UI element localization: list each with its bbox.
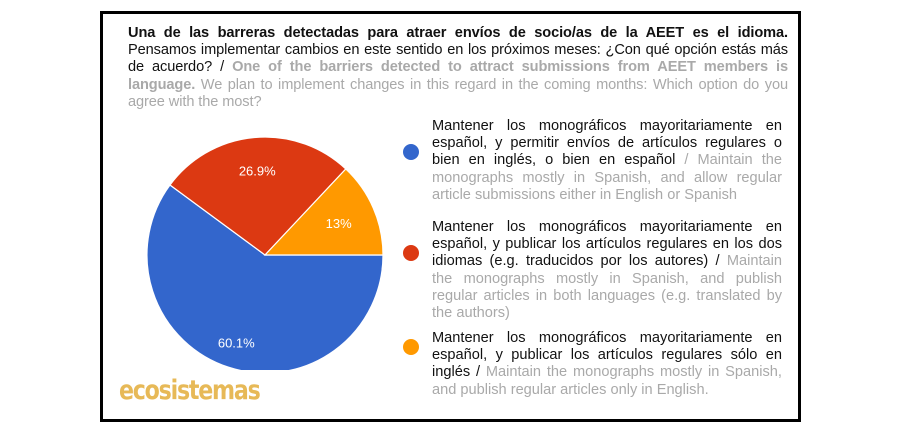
chart-frame: Una de las barreras detectadas para atra… <box>100 11 801 422</box>
legend-label-option-2: Mantener los monográficos mayoritariamen… <box>432 219 782 322</box>
pie-slices <box>146 136 384 370</box>
title-spanish-bold: Una de las barreras detectadas para atra… <box>128 25 788 41</box>
title-english-regular: We plan to implement changes in this reg… <box>128 76 788 110</box>
pie-slice-red-label: 26.9% <box>239 163 276 178</box>
pie-labels: 60.1% 26.9% 13% <box>218 163 352 350</box>
pie-chart: 60.1% 26.9% 13% <box>146 136 384 370</box>
pie-slice-orange-label: 13% <box>326 216 352 231</box>
ecosistemas-logo: ecosistemas <box>119 375 261 406</box>
title-english-bold: One of the barriers detected to attract … <box>128 59 788 93</box>
legend-dot-orange-icon <box>403 339 419 355</box>
chart-title: Una de las barreras detectadas para atra… <box>128 25 788 111</box>
pie-slice-blue-label: 60.1% <box>218 335 255 350</box>
title-spanish-regular: Pensamos implementar cambios en este sen… <box>128 42 788 76</box>
pie-slice-red[interactable] <box>169 136 347 256</box>
pie-slice-blue[interactable] <box>146 184 384 370</box>
pie-slice-orange[interactable] <box>263 168 384 256</box>
legend-dot-red-icon <box>403 245 419 261</box>
legend-dot-blue-icon <box>403 144 419 160</box>
legend-label-option-1: Mantener los monográficos mayoritariamen… <box>432 118 783 203</box>
legend-label-option-3: Mantener los monográficos mayoritariamen… <box>432 330 782 398</box>
